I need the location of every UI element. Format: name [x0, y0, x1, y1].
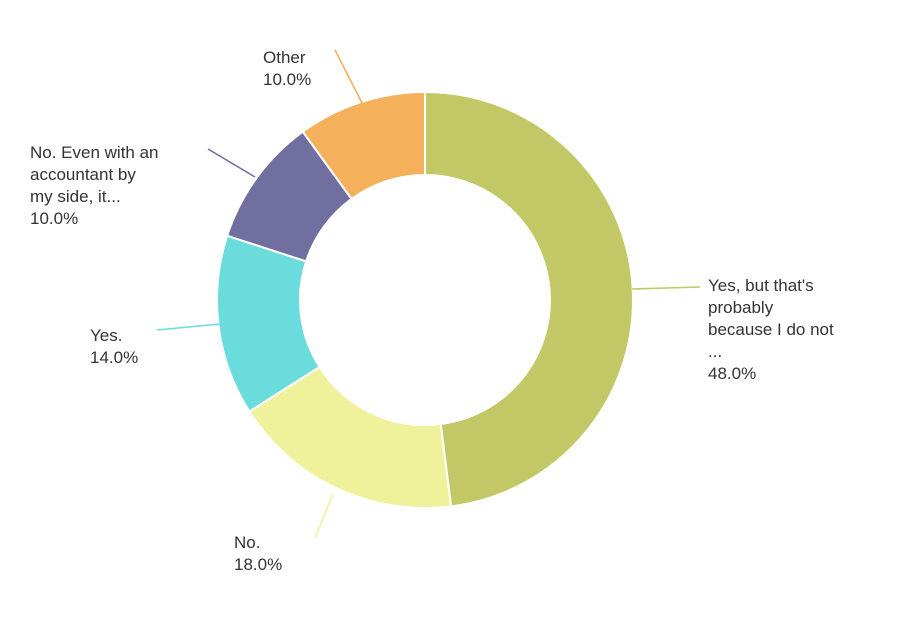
- slice-value-1: 18.0%: [234, 555, 282, 574]
- slice-label-line-0-3: ...: [708, 342, 722, 361]
- slice-label-2: Yes. 14.0%: [90, 326, 138, 367]
- slice-label-line-3-2: my side, it...: [30, 187, 121, 206]
- slice-label-0: Yes, but that's probably because I do not.…: [708, 276, 834, 383]
- leader-line-2: [156, 323, 221, 331]
- slice-label-1: No. 18.0%: [234, 533, 282, 574]
- leader-lines: [156, 49, 701, 539]
- slice-label-line-3-0: No. Even with an: [30, 143, 159, 162]
- slice-value-0: 48.0%: [708, 364, 756, 383]
- slice-label-line-4-0: Other: [263, 48, 306, 67]
- slice-label-line-0-2: because I do not: [708, 320, 834, 339]
- slice-label-line-0-1: probably: [708, 298, 774, 317]
- slice-value-4: 10.0%: [263, 70, 311, 89]
- slice-label-line-0-0: Yes, but that's: [708, 276, 814, 295]
- slice-labels: Yes, but that's probably because I do not.…: [30, 48, 834, 574]
- leader-line-0: [631, 286, 701, 290]
- donut-slices: [216, 90, 634, 509]
- slice-label-line-1-0: No.: [234, 533, 260, 552]
- slice-label-line-3-1: accountant by: [30, 165, 136, 184]
- slice-value-2: 14.0%: [90, 348, 138, 367]
- leader-line-1: [314, 493, 334, 539]
- donut-slice-0: [424, 90, 634, 508]
- slice-value-3: 10.0%: [30, 209, 78, 228]
- slice-label-4: Other 10.0%: [263, 48, 311, 89]
- slice-label-line-2-0: Yes.: [90, 326, 122, 345]
- leader-line-3: [207, 148, 256, 178]
- donut-slice-4: [301, 90, 426, 201]
- leader-line-4: [334, 49, 363, 104]
- slice-label-3: No. Even with an accountant by my side, it…: [30, 143, 159, 228]
